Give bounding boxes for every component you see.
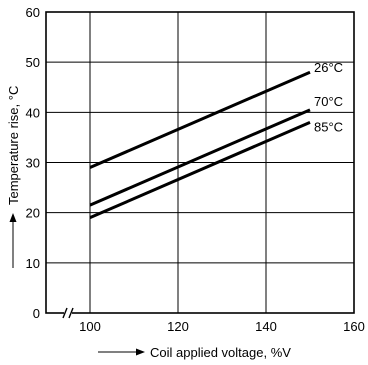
y-tick-label: 60 — [26, 5, 40, 20]
y-tick-label: 10 — [26, 256, 40, 271]
axis-break-mark — [68, 307, 74, 319]
x-axis-title: Coil applied voltage, %V — [98, 345, 291, 360]
plot-frame — [45, 11, 355, 319]
series-label: 26°C — [314, 60, 343, 75]
series-line — [89, 108, 311, 207]
x-tick-label: 160 — [343, 319, 365, 334]
axis-break-mark — [62, 307, 68, 319]
grid — [46, 12, 354, 313]
x-axis-label: Coil applied voltage, %V — [150, 345, 291, 360]
x-tick-label: 140 — [255, 319, 277, 334]
y-axis-title: Temperature rise, °C — [6, 86, 21, 268]
x-axis-arrow-head — [136, 348, 145, 356]
series-line — [89, 120, 311, 220]
x-tick-label: 120 — [167, 319, 189, 334]
y-tick-label: 0 — [33, 306, 40, 321]
plot-border — [45, 11, 355, 314]
y-tick-label: 30 — [26, 156, 40, 171]
axis-break-gap — [64, 309, 72, 317]
series-line — [89, 70, 311, 169]
series-label: 85°C — [314, 119, 343, 134]
tick-labels: 0 10 20 30 40 50 60 100 120 140 160 — [26, 5, 365, 334]
y-axis-arrow-head — [9, 213, 17, 222]
series-lines — [89, 70, 311, 220]
y-axis-label: Temperature rise, °C — [6, 86, 21, 205]
y-tick-label: 50 — [26, 55, 40, 70]
x-tick-label: 100 — [79, 319, 101, 334]
series-label: 70°C — [314, 94, 343, 109]
y-tick-label: 20 — [26, 206, 40, 221]
y-tick-label: 40 — [26, 105, 40, 120]
series-labels: 26°C 70°C 85°C — [314, 60, 343, 134]
